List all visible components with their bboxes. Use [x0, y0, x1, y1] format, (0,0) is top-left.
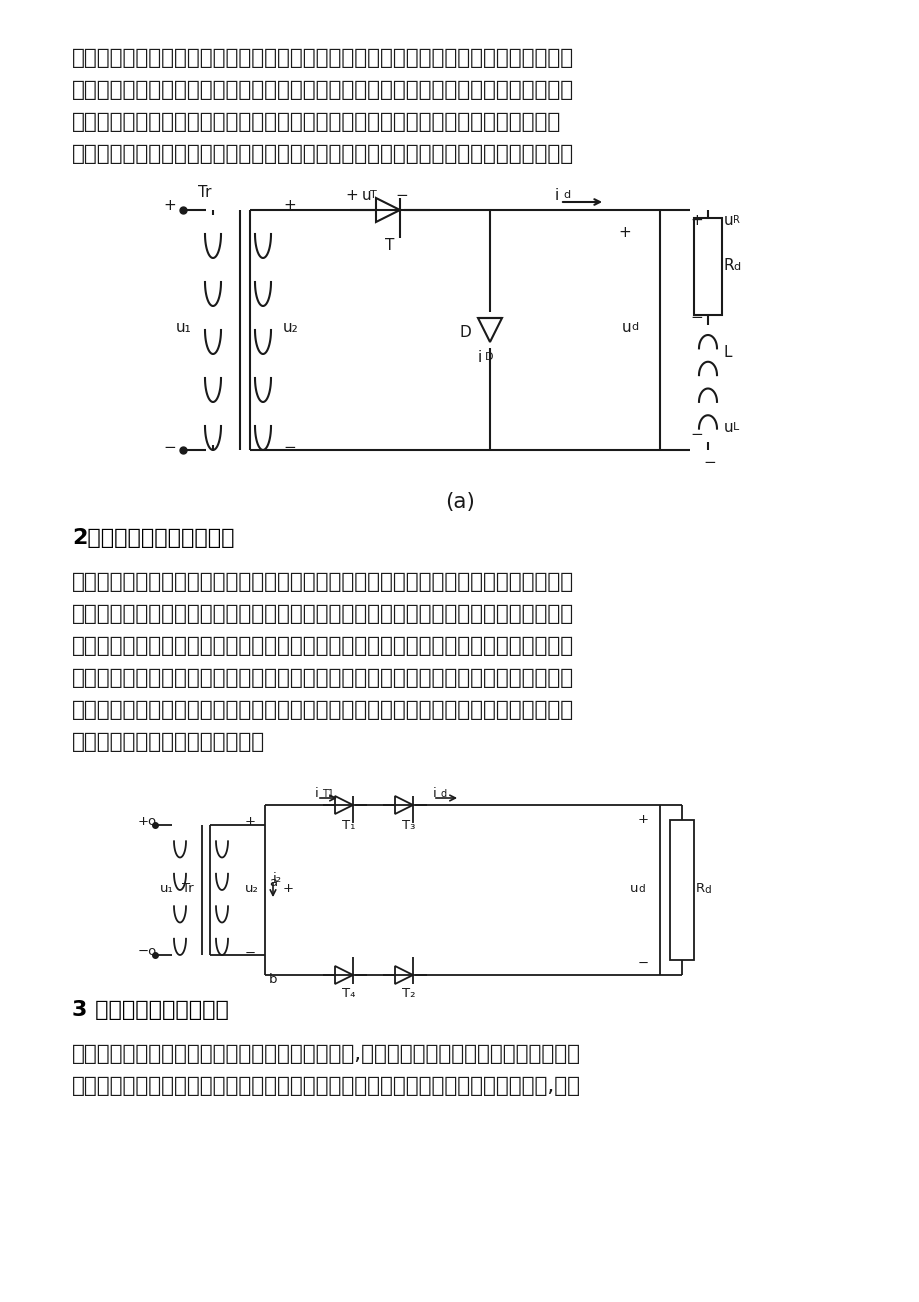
- Text: 化，变压器容量不能充分利用。若不用变压器，则交流回路有直流电流，使电网波形畚: 化，变压器容量不能充分利用。若不用变压器，则交流回路有直流电流，使电网波形畚: [72, 112, 561, 132]
- Text: 3 单项全破可控整流电路: 3 单项全破可控整流电路: [72, 1000, 229, 1019]
- Text: 低压的场合作电流脉冲大（电阵性负载时），且整流变压器二次绕组中存在直流分量,使铁: 低压的场合作电流脉冲大（电阵性负载时），且整流变压器二次绕组中存在直流分量,使铁: [72, 1075, 581, 1096]
- Text: R: R: [696, 881, 704, 894]
- Text: Tr: Tr: [182, 881, 193, 894]
- Polygon shape: [478, 318, 502, 342]
- Text: 载电流脉动大（电阵性负载时），且整流变压器二次绕组中存在直流电流分量，使铁心磁: 载电流脉动大（电阵性负载时），且整流变压器二次绕组中存在直流电流分量，使铁心磁: [72, 79, 573, 100]
- Text: b: b: [268, 973, 278, 986]
- Text: u: u: [723, 421, 732, 435]
- Text: +: +: [637, 812, 648, 825]
- Text: 路中需要四只晶闸管，且触发电路要分时触发一对晶闸管，电路复杂，两两晶闸管导通的: 路中需要四只晶闸管，且触发电路要分时触发一对晶闸管，电路复杂，两两晶闸管导通的: [72, 700, 573, 720]
- Text: T: T: [384, 238, 394, 253]
- Text: u: u: [630, 881, 638, 894]
- Text: 此电路对每个导电回路进行控制，无须用续流二极管，也不会失控现象，负载形式多: 此电路对每个导电回路进行控制，无须用续流二极管，也不会失控现象，负载形式多: [72, 572, 573, 592]
- Text: R: R: [723, 259, 734, 273]
- Text: −: −: [637, 957, 649, 970]
- Text: u: u: [723, 214, 732, 228]
- Bar: [669, 820, 693, 960]
- Text: 单相半波可控整流电路的优点是线路简单、调整方便，其缺点是输出电压脉动大，负: 单相半波可控整流电路的优点是线路简单、调整方便，其缺点是输出电压脉动大，负: [72, 48, 573, 68]
- Text: +: +: [689, 214, 702, 228]
- Text: +: +: [283, 198, 295, 214]
- Text: d: d: [440, 789, 447, 799]
- Text: i: i: [314, 786, 318, 799]
- Text: −: −: [394, 187, 407, 203]
- Text: a: a: [268, 876, 277, 889]
- Text: +: +: [163, 198, 176, 214]
- Text: u: u: [361, 187, 371, 203]
- Text: 时间差用分立元件电路难以控制。: 时间差用分立元件电路难以控制。: [72, 732, 265, 753]
- Text: +: +: [244, 815, 255, 828]
- Text: R: R: [732, 215, 739, 225]
- Text: L: L: [732, 422, 739, 432]
- Text: T₄: T₄: [342, 987, 355, 1000]
- Text: +: +: [618, 225, 630, 240]
- Text: T₃: T₃: [402, 819, 414, 832]
- Text: −: −: [163, 440, 176, 454]
- Text: u₁: u₁: [176, 320, 191, 335]
- Text: L: L: [723, 345, 732, 359]
- Text: d: d: [703, 885, 709, 894]
- Text: u₂: u₂: [283, 320, 299, 335]
- Text: i: i: [478, 350, 482, 365]
- Text: T1: T1: [322, 789, 334, 799]
- Text: +o: +o: [138, 815, 157, 828]
- Text: D: D: [460, 326, 471, 340]
- Text: i₂: i₂: [273, 872, 282, 885]
- Text: 率也高。并且单相桥式全控整流电路具有输出电流脉动小，功率因素高的特点。但是，电: 率也高。并且单相桥式全控整流电路具有输出电流脉动小，功率因素高的特点。但是，电: [72, 668, 573, 687]
- Text: −: −: [689, 427, 702, 441]
- Text: u₁: u₁: [160, 881, 174, 894]
- Text: d: d: [637, 884, 644, 894]
- Text: −: −: [702, 454, 715, 470]
- Text: u: u: [621, 320, 631, 335]
- Text: d: d: [562, 190, 570, 201]
- Text: d: d: [630, 322, 638, 332]
- Text: +: +: [283, 881, 294, 894]
- Text: i: i: [433, 786, 437, 799]
- Text: 样，整流效果好，波形平稳，应用广泛。变压器二次绕组中，正负两个半周电流方向相反: 样，整流效果好，波形平稳，应用广泛。变压器二次绕组中，正负两个半周电流方向相反: [72, 604, 573, 624]
- Text: D: D: [484, 352, 493, 362]
- Text: i: i: [554, 187, 559, 203]
- Text: 且波形对称，平均値为零，即直流分量为零，不存在变压器直流磁化问题，变压器的利用: 且波形对称，平均値为零，即直流分量为零，不存在变压器直流磁化问题，变压器的利用: [72, 635, 573, 656]
- Polygon shape: [394, 796, 413, 814]
- Text: T₂: T₂: [402, 987, 415, 1000]
- Text: −: −: [283, 440, 295, 454]
- Polygon shape: [335, 796, 353, 814]
- Text: 2、单相桥式全控整流电路: 2、单相桥式全控整流电路: [72, 529, 234, 548]
- Text: −: −: [244, 947, 255, 960]
- Polygon shape: [394, 966, 413, 984]
- Text: −: −: [689, 310, 702, 326]
- Text: (a): (a): [445, 492, 474, 512]
- Text: u₂: u₂: [244, 881, 258, 894]
- Bar: [693, 217, 721, 315]
- Polygon shape: [376, 198, 400, 223]
- Text: −o: −o: [138, 945, 157, 958]
- Text: T₁: T₁: [342, 819, 355, 832]
- Text: d: d: [732, 262, 739, 272]
- Text: 变引起额外损耗。因此单相半波相控整流电路只适用于小容量，波形要求不高的的场合。: 变引起额外损耗。因此单相半波相控整流电路只适用于小容量，波形要求不高的的场合。: [72, 145, 573, 164]
- Text: 此电路变压器是带中心抽头的，结构比较复杂,。不存在直流磁化的问题，适用于输出: 此电路变压器是带中心抽头的，结构比较复杂,。不存在直流磁化的问题，适用于输出: [72, 1044, 581, 1064]
- Text: Tr: Tr: [198, 185, 211, 201]
- Polygon shape: [335, 966, 353, 984]
- Text: +: +: [345, 187, 357, 203]
- Text: T: T: [369, 190, 377, 201]
